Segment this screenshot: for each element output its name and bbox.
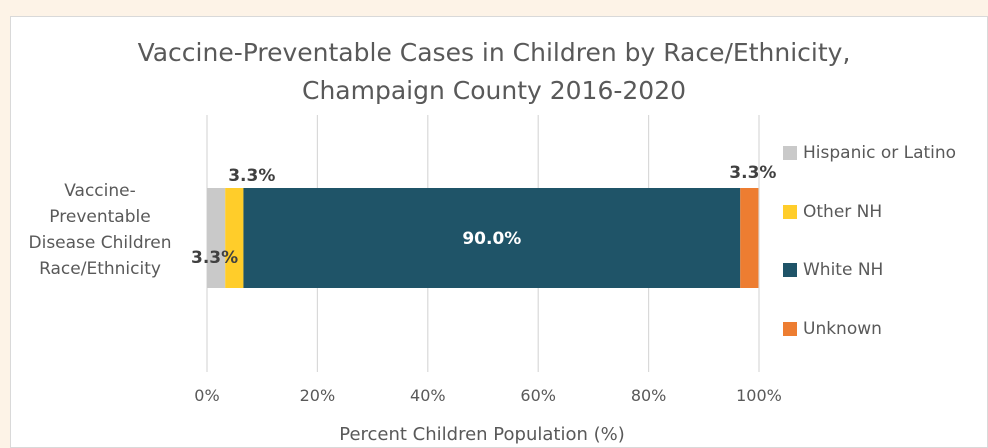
category-label: Vaccine- Preventable Disease Children Ra…: [10, 178, 190, 282]
bar-segment: [207, 188, 226, 288]
data-label: 3.3%: [729, 163, 776, 183]
x-tick-label: 80%: [631, 386, 667, 405]
x-tick-label: 100%: [736, 386, 782, 405]
legend-label: White NH: [803, 260, 884, 281]
legend-label: Unknown: [803, 318, 882, 339]
legend-item-other-nh: Other NH: [783, 183, 956, 242]
data-label: 3.3%: [191, 248, 238, 268]
x-tick-label: 60%: [520, 386, 556, 405]
x-tick-label: 0%: [194, 386, 219, 405]
data-label: 3.3%: [228, 166, 275, 186]
legend-swatch: [783, 321, 797, 336]
legend-item-hispanic: Hispanic or Latino: [783, 124, 956, 183]
category-label-line-2: Preventable: [49, 207, 151, 227]
legend-item-unknown: Unknown: [783, 300, 956, 359]
category-label-line-3: Disease Children: [28, 233, 172, 253]
legend-swatch: [783, 204, 797, 219]
x-tick-label: 20%: [300, 386, 336, 405]
legend-label: Hispanic or Latino: [803, 143, 957, 164]
chart-title-line-2: Champaign County 2016-2020: [301, 76, 687, 105]
chart-title-line-1: Vaccine-Preventable Cases in Children by…: [137, 38, 851, 67]
x-tick-label: 40%: [410, 386, 446, 405]
x-axis-label: Percent Children Population (%): [339, 424, 625, 445]
legend-item-white-nh: White NH: [783, 241, 956, 300]
bar-segment: [740, 188, 759, 288]
legend-swatch: [783, 263, 797, 278]
bar-segment: [225, 188, 244, 288]
bar-segment: [243, 188, 741, 288]
legend: Hispanic or Latino Other NH White NH Unk…: [783, 124, 956, 358]
legend-swatch: [783, 146, 797, 161]
data-label: 90.0%: [462, 229, 521, 249]
chart-title: Vaccine-Preventable Cases in Children by…: [0, 34, 988, 110]
category-label-line-1: Vaccine-: [64, 181, 136, 201]
category-label-line-4: Race/Ethnicity: [39, 259, 161, 279]
legend-label: Other NH: [803, 201, 883, 222]
